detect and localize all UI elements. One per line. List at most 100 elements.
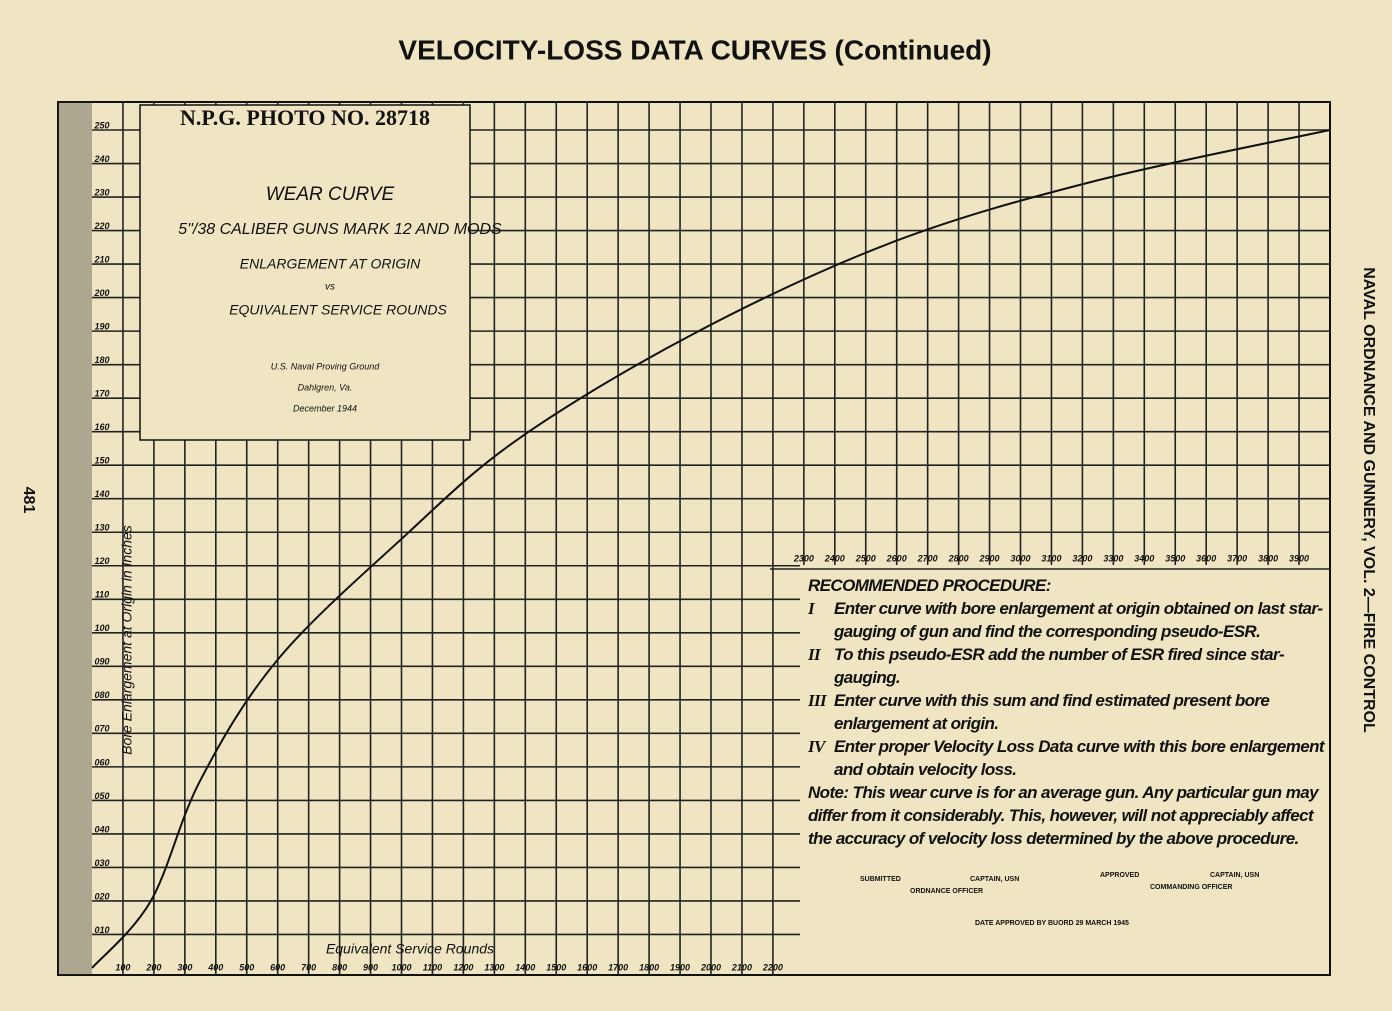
y-tick-label: 010: [94, 925, 109, 935]
y-tick-label: 180: [94, 355, 109, 365]
wear-curve: [91, 129, 1331, 969]
caption-line: vs: [325, 282, 335, 293]
x-tick-label: 600: [270, 962, 285, 972]
legend-box: [139, 104, 471, 441]
procedure-item: I Enter curve with bore enlargement at or…: [808, 597, 1333, 643]
approved-rank: CAPTAIN, USN: [1210, 872, 1260, 879]
x-tick-label: 1800: [639, 962, 659, 972]
y-tick-label: 080: [94, 690, 109, 700]
y-tick-label: 200: [93, 288, 109, 298]
y-tick-label: 070: [94, 724, 109, 734]
procedure: RECOMMENDED PROCEDURE: I Enter curve with…: [808, 574, 1333, 850]
x-tick-label: 3400: [1134, 553, 1154, 563]
source-line: December 1944: [293, 403, 357, 413]
page-number: 481: [20, 487, 37, 514]
submitted-rank: CAPTAIN, USN: [970, 876, 1020, 883]
y-tick-label: 090: [94, 657, 109, 667]
approved: APPROVED: [1100, 872, 1140, 879]
x-tick-label: 2400: [824, 553, 845, 563]
x-tick-label: 700: [301, 962, 316, 972]
x-tick-label: 3300: [1103, 553, 1123, 563]
chart-title: WEAR CURVE: [266, 184, 395, 205]
x-tick-label: 3900: [1289, 553, 1309, 563]
procedure-item: III Enter curve with this sum and find es…: [808, 689, 1333, 735]
x-tick-label: 3100: [1041, 553, 1061, 563]
x-tick-label: 2200: [762, 962, 783, 972]
item-numeral: III: [808, 691, 827, 710]
procedure-items: I Enter curve with bore enlargement at or…: [808, 597, 1333, 781]
x-tick-label: 2600: [886, 553, 907, 563]
item-text: Enter proper Velocity Loss Data curve wi…: [834, 737, 1325, 779]
x-tick-label: 100: [115, 962, 130, 972]
y-tick-label: 250: [93, 120, 109, 130]
caption-line: ENLARGEMENT AT ORIGIN: [240, 256, 421, 272]
x-tick-label: 800: [332, 962, 347, 972]
x-tick-label: 200: [145, 962, 161, 972]
x-tick-label: 3500: [1165, 553, 1185, 563]
x-tick-label: 1500: [546, 962, 566, 972]
signatures: SUBMITTED CAPTAIN, USN ORDNANCE OFFICER …: [850, 868, 1330, 938]
x-tick-label: 300: [177, 962, 192, 972]
x-tick-label: 1400: [515, 962, 535, 972]
y-tick-label: 170: [94, 389, 109, 399]
submitted: SUBMITTED: [860, 876, 901, 883]
y-axis-label: Bore Enlargement at Origin in Inches: [119, 525, 135, 755]
procedure-heading: RECOMMENDED PROCEDURE:: [808, 576, 1051, 595]
y-tick-label: 190: [94, 321, 109, 331]
y-tick-label: 030: [94, 858, 109, 868]
x-tick-label: 500: [239, 962, 254, 972]
procedure-item: II To this pseudo-ESR add the number of E…: [808, 643, 1333, 689]
x-tick-label: 3700: [1227, 553, 1247, 563]
chart-subtitle: 5"/38 CALIBER GUNS MARK 12 AND MODS: [178, 221, 502, 238]
y-tick-label: 150: [94, 456, 109, 466]
plot-frame: [57, 101, 1331, 976]
item-numeral: IV: [808, 737, 825, 756]
x-tick-label: 2100: [731, 962, 752, 972]
side-title: NAVAL ORDNANCE AND GUNNERY, VOL. 2—FIRE …: [1360, 267, 1377, 733]
x-tick-label: 3600: [1196, 553, 1216, 563]
submitted-title: ORDNANCE OFFICER: [910, 888, 984, 895]
x-tick-label: 1100: [423, 962, 442, 972]
x-tick-label: 900: [363, 962, 378, 972]
x-tick-label: 1000: [391, 962, 411, 972]
procedure-item: IV Enter proper Velocity Loss Data curve …: [808, 735, 1333, 781]
y-tick-label: 220: [93, 221, 109, 231]
item-numeral: II: [808, 645, 821, 664]
x-tick-label: 3800: [1258, 553, 1278, 563]
y-tick-label: 040: [94, 824, 109, 834]
y-tick-label: 130: [94, 523, 109, 533]
item-text: Enter curve with bore enlargement at ori…: [834, 599, 1323, 641]
source-line: U.S. Naval Proving Ground: [271, 361, 381, 371]
approval-date: DATE APPROVED BY BUORD 29 MARCH 1945: [975, 920, 1129, 927]
item-numeral: I: [808, 599, 815, 618]
y-tick-label: 160: [94, 422, 109, 432]
procedure-note: Note: This wear curve is for an average …: [808, 783, 1319, 848]
y-tick-label: 050: [94, 791, 109, 801]
x-tick-label: 1600: [577, 962, 597, 972]
y-tick-label: 210: [93, 254, 109, 264]
x-tick-label: 2300: [793, 553, 814, 563]
x-tick-label: 400: [207, 962, 223, 972]
x-tick-label: 2000: [700, 962, 721, 972]
approved-title: COMMANDING OFFICER: [1150, 884, 1233, 891]
y-tick-label: 100: [94, 623, 109, 633]
x-axis-label: Equivalent Service Rounds: [326, 941, 494, 957]
x-tick-label: 2900: [979, 553, 1000, 563]
x-tick-label: 1700: [608, 962, 628, 972]
x-tick-label: 2700: [917, 553, 938, 563]
page-title: VELOCITY-LOSS DATA CURVES (Continued): [398, 34, 991, 65]
source-line: Dahlgren, Va.: [298, 382, 353, 392]
x-tick-label: 3000: [1010, 553, 1030, 563]
y-tick-label: 230: [93, 187, 109, 197]
axis-strip: [58, 102, 92, 975]
x-tick-label: 1900: [670, 962, 690, 972]
caption-line: EQUIVALENT SERVICE ROUNDS: [229, 302, 447, 318]
x-tick-label: 1200: [453, 962, 473, 972]
photo-number: N.P.G. PHOTO NO. 28718: [180, 105, 430, 130]
x-tick-label: 1300: [484, 962, 504, 972]
y-tick-label: 020: [94, 891, 109, 901]
x-tick-label: 3200: [1072, 553, 1092, 563]
y-tick-label: 120: [94, 556, 109, 566]
